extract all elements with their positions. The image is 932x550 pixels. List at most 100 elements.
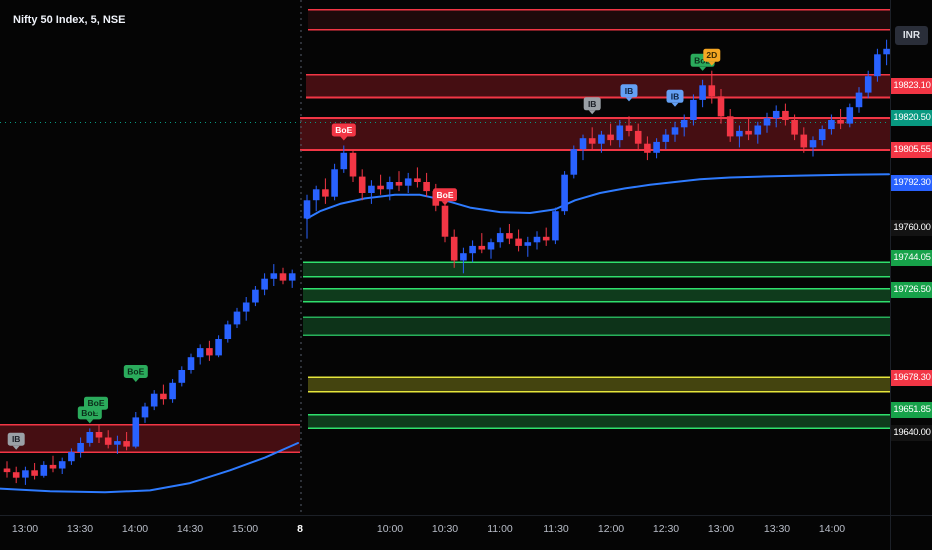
candle-body [206,348,213,356]
time-label: 12:30 [652,523,680,535]
time-label: 15:00 [231,523,259,535]
candle-body [395,182,403,186]
time-label: 14:30 [176,523,204,535]
symbol-legend[interactable]: Nifty 50 Index, 5, NSE [13,14,126,26]
candle-body [625,125,633,131]
candle-body [754,125,762,135]
target-zone-yellow-fill [308,377,890,392]
time-axis[interactable]: 13:00 13:30 14:00 14:30 15:00 8 10:00 10:30 11:0… [0,515,890,550]
currency-button[interactable]: INR [895,26,928,45]
signal-marker-ib[interactable] [583,97,601,111]
candle-body [441,205,449,237]
signal-marker-tail [441,201,449,206]
price-label: 19651.85 [891,402,932,418]
candle-body [634,130,642,144]
price-label: 19823.10 [891,78,932,94]
price-label: 19760.00 [891,220,932,236]
price-label: 19820.50 [891,110,932,126]
time-label: 13:30 [66,523,94,535]
price-scale[interactable]: INR 19823.10 19820.50 19805.55 19792.30 1976… [890,0,932,515]
time-label: 14:00 [121,523,149,535]
signal-marker-ib[interactable] [620,84,638,98]
candle-body [671,127,679,135]
time-label: 13:00 [707,523,735,535]
candle-body [340,152,348,170]
signal-marker-2d[interactable] [703,48,721,62]
price-label: 19640.00 [891,425,932,441]
signal-marker-label: BoE [335,125,352,135]
candle-body [349,152,357,177]
candle-body [478,245,486,250]
candle-body [58,461,66,469]
time-label: 10:00 [376,523,404,535]
candle-body [763,118,771,126]
signal-marker-tail [625,97,633,102]
candle-body [160,393,167,400]
candle-body [598,134,605,144]
candle-body [358,176,366,193]
signal-marker-tail [708,61,716,66]
time-label: 11:30 [543,523,569,535]
signal-marker-label: 2D [706,50,717,60]
candle-body [616,125,624,141]
price-label: 19744.05 [891,250,932,266]
time-label: 13:00 [11,523,39,535]
signal-marker-tail [92,409,100,414]
candle-body [855,92,863,108]
time-label: 14:00 [818,523,846,535]
candle-body [579,138,587,150]
signal-marker-tail [86,419,94,424]
candle-body [252,289,259,303]
price-label: 19726.50 [891,282,932,298]
signal-marker-label: BoE [694,55,711,65]
candle-body [141,406,149,418]
time-label: 13:30 [763,523,791,535]
candle-body [846,107,854,124]
signal-marker-tail [132,377,140,382]
chart-pane[interactable]: IB BoE BoE BoE BoE BoE IB IB IB BoE 2D Nifty 50 In… [0,0,890,515]
signal-marker-ib[interactable] [666,89,684,103]
candle-body [726,116,734,137]
candle-body [791,120,798,135]
candle-body [132,417,140,447]
demand-zone-d-fill [308,414,890,429]
candle-body [699,85,706,100]
candle-body [570,149,578,175]
candle-body [312,189,320,201]
signal-marker-boe[interactable] [123,365,148,378]
candle-body [487,242,495,250]
candle-body [303,200,311,219]
time-label: 11:00 [487,523,513,535]
price-label: 19792.30 [891,175,932,191]
signal-marker-tail [671,102,679,107]
candle-body [542,236,550,241]
candle-body [653,141,660,153]
signal-marker-boe[interactable] [84,396,108,410]
signal-marker-tail [588,110,596,115]
signal-marker-ib[interactable] [7,432,25,446]
candle-body [12,472,20,478]
demand-zone-a-fill [303,262,890,277]
signal-marker-boe[interactable] [433,188,457,202]
candle-body [782,110,789,120]
candle-body [40,464,48,476]
signal-marker-boe[interactable] [331,123,356,137]
candle-body [279,273,287,281]
candle-body [49,464,57,469]
signal-marker-label: IB [12,434,21,444]
candle-body [95,432,103,438]
candle-body [377,185,384,190]
date-label: 8 [297,523,303,535]
signal-marker-tail [340,136,348,141]
candle-body [717,96,725,117]
signal-marker-label: IB [625,86,634,96]
candle-body [423,182,430,192]
candle-body [414,178,421,182]
supply-zone-left-fill [0,424,300,453]
candle-body [524,242,532,246]
candle-body [680,120,688,128]
demand-zone-b-fill [303,288,890,302]
candle-body [607,134,614,141]
